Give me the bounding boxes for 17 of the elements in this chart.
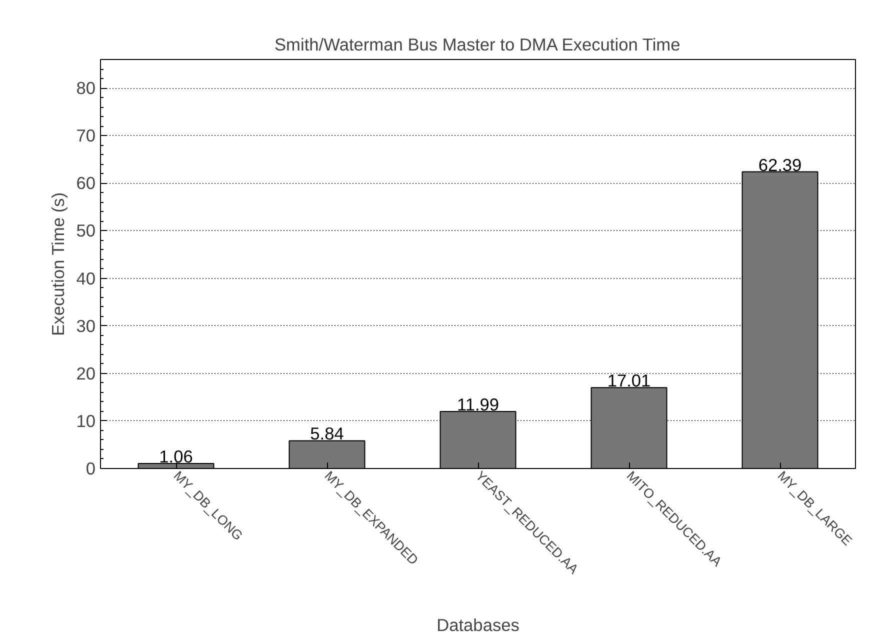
data-label: 5.84 [310,424,344,444]
y-tick-label: 0 [86,458,96,478]
y-tick-label: 80 [76,78,96,98]
x-axis-title: Databases [436,615,520,636]
y-tick-label: 10 [76,410,96,431]
data-label: 1.06 [159,446,193,466]
chart-title: Smith/Waterman Bus Master to DMA Execution Time [274,34,680,54]
data-label: 17.01 [607,370,651,391]
y-tick-label: 40 [76,268,96,288]
y-tick-label: 50 [76,220,96,241]
y-tick-label: 60 [76,173,96,194]
y-tick-label: 20 [76,363,96,384]
y-axis-title: Execution Time (s) [48,192,68,336]
y-tick-label: 30 [76,316,96,336]
y-tick-label: 70 [76,126,96,146]
data-label: 62.39 [758,154,802,175]
data-label: 11.99 [456,394,500,414]
